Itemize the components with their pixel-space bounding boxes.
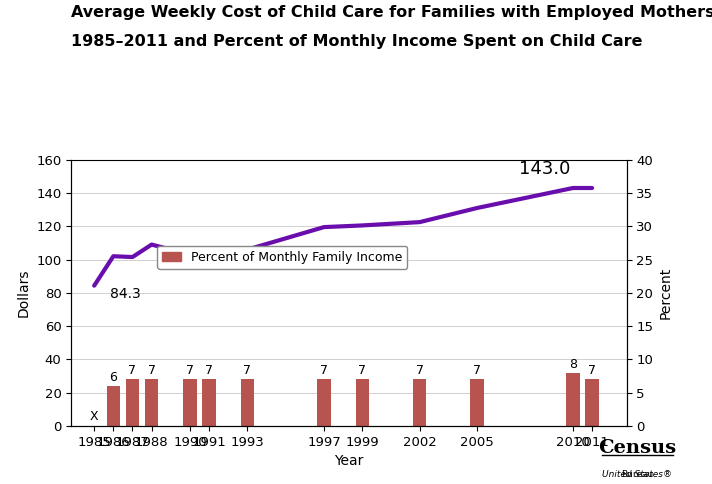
Y-axis label: Percent: Percent (659, 267, 673, 319)
Text: 143.0: 143.0 (518, 160, 570, 178)
Text: 1985–2011 and Percent of Monthly Income Spent on Child Care: 1985–2011 and Percent of Monthly Income … (71, 34, 643, 49)
Text: Bureau: Bureau (621, 460, 654, 479)
Text: United States®: United States® (602, 470, 672, 479)
Text: 7: 7 (416, 364, 424, 378)
Bar (471, 379, 484, 426)
Text: 7: 7 (588, 364, 596, 378)
Bar (413, 379, 426, 426)
X-axis label: Year: Year (334, 454, 364, 468)
Legend: Percent of Monthly Family Income: Percent of Monthly Family Income (157, 246, 407, 269)
Text: 8: 8 (569, 358, 577, 371)
Text: 7: 7 (147, 364, 156, 378)
Y-axis label: Dollars: Dollars (16, 269, 31, 317)
Bar (126, 379, 139, 426)
Bar (355, 379, 369, 426)
Text: 84.3: 84.3 (110, 287, 140, 302)
Bar (566, 373, 580, 426)
Bar (202, 379, 216, 426)
Bar (318, 379, 330, 426)
Bar (183, 379, 197, 426)
Bar (107, 386, 120, 426)
Bar (145, 379, 158, 426)
Bar (241, 379, 254, 426)
Text: 7: 7 (244, 364, 251, 378)
Text: 6: 6 (110, 371, 117, 384)
Text: 7: 7 (205, 364, 213, 378)
Text: 7: 7 (473, 364, 481, 378)
Text: Average Weekly Cost of Child Care for Families with Employed Mothers:: Average Weekly Cost of Child Care for Fa… (71, 5, 712, 20)
Bar (585, 379, 599, 426)
Text: 7: 7 (186, 364, 194, 378)
Text: Census: Census (598, 439, 676, 457)
Text: 7: 7 (320, 364, 328, 378)
Text: 7: 7 (358, 364, 366, 378)
Text: X: X (90, 410, 98, 424)
Text: 7: 7 (128, 364, 137, 378)
